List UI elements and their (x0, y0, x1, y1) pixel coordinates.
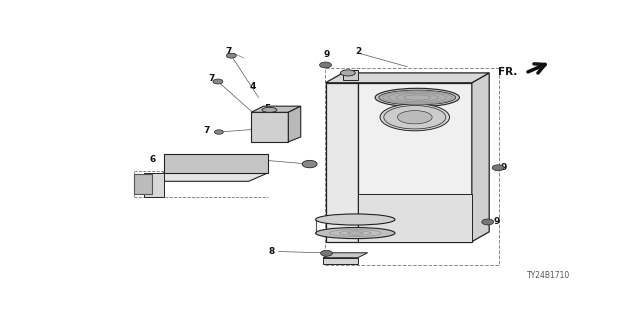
Ellipse shape (316, 214, 395, 225)
Circle shape (227, 53, 236, 58)
Circle shape (319, 62, 332, 68)
Text: 9: 9 (324, 50, 330, 59)
Polygon shape (288, 106, 301, 142)
Polygon shape (145, 173, 269, 181)
Text: 5: 5 (264, 104, 271, 113)
Text: 7: 7 (226, 47, 232, 56)
Polygon shape (358, 194, 472, 242)
Text: FR.: FR. (498, 68, 517, 77)
Ellipse shape (380, 104, 449, 131)
Circle shape (213, 79, 223, 84)
Polygon shape (326, 83, 358, 242)
Text: TY24B1710: TY24B1710 (527, 271, 570, 280)
Text: 6: 6 (150, 155, 156, 164)
Ellipse shape (379, 90, 456, 105)
Polygon shape (145, 173, 164, 197)
Polygon shape (323, 258, 358, 264)
Polygon shape (326, 73, 489, 83)
Text: 1: 1 (257, 155, 262, 164)
Polygon shape (251, 106, 301, 112)
Polygon shape (134, 174, 152, 194)
Ellipse shape (340, 70, 355, 76)
Text: 9: 9 (493, 218, 500, 227)
Polygon shape (251, 112, 288, 142)
Text: 2: 2 (356, 47, 362, 56)
Circle shape (321, 250, 332, 256)
Ellipse shape (262, 108, 277, 112)
Circle shape (482, 219, 493, 225)
Polygon shape (323, 253, 367, 258)
Text: 4: 4 (250, 82, 256, 91)
Polygon shape (358, 83, 472, 242)
Text: 9: 9 (501, 163, 508, 172)
Polygon shape (472, 73, 489, 242)
Text: 3: 3 (448, 215, 454, 224)
Ellipse shape (316, 228, 395, 239)
Circle shape (302, 160, 317, 168)
Circle shape (492, 165, 504, 171)
Polygon shape (343, 70, 358, 80)
Circle shape (214, 130, 223, 134)
Ellipse shape (375, 88, 460, 107)
Ellipse shape (397, 111, 432, 124)
Text: 7: 7 (204, 125, 210, 135)
Text: 8: 8 (269, 247, 275, 256)
Polygon shape (164, 154, 269, 173)
Text: 7: 7 (208, 74, 214, 83)
Ellipse shape (384, 106, 446, 129)
